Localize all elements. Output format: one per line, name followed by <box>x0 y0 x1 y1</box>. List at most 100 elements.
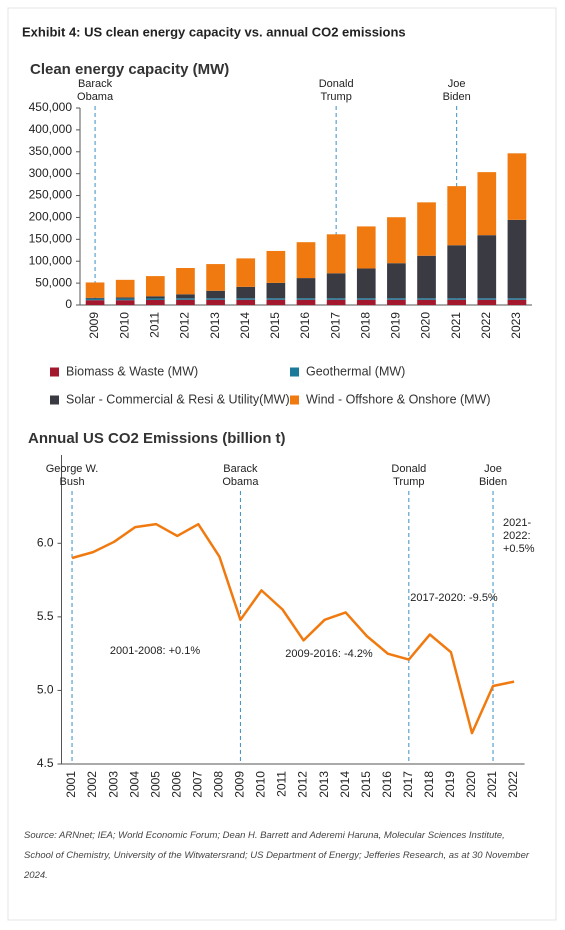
annotation-label: Donald <box>391 463 426 475</box>
annotation-label: Obama <box>77 91 114 103</box>
annotation-label: Trump <box>393 476 424 488</box>
bar-segment <box>296 278 316 299</box>
annotation-label: Joe <box>448 78 466 90</box>
legend-swatch <box>290 395 299 405</box>
y-tick-label: 6.0 <box>37 535 54 549</box>
x-tick-label: 2002 <box>85 771 99 798</box>
bar-segment <box>387 298 406 300</box>
chart-title: Clean energy capacity (MW) <box>30 61 229 78</box>
bar-segment <box>387 299 406 305</box>
bar-segment <box>447 298 467 300</box>
x-tick-label: 2014 <box>338 771 352 798</box>
bar-segment <box>85 297 105 299</box>
bar-segment <box>326 298 346 300</box>
bar-segment <box>326 273 346 299</box>
annotation-label: Joe <box>484 463 502 475</box>
legend-swatch <box>50 395 59 405</box>
x-tick-label: 2011 <box>148 312 162 338</box>
x-tick-label: 2019 <box>389 312 403 339</box>
y-tick-label: 5.5 <box>37 609 54 623</box>
annotation-label: Trump <box>320 91 351 103</box>
y-tick-label: 4.5 <box>37 756 54 770</box>
annotation-label: Biden <box>443 91 471 103</box>
x-tick-label: 2001 <box>64 771 78 798</box>
bar-segment <box>507 219 527 299</box>
x-tick-label: 2020 <box>464 771 478 798</box>
bar-segment <box>176 268 195 295</box>
bar-segment <box>356 299 376 305</box>
bar-segment <box>206 298 225 300</box>
x-tick-label: 2023 <box>509 312 523 339</box>
x-tick-label: 2014 <box>238 312 252 339</box>
y-tick-label: 150,000 <box>29 232 73 246</box>
bar-segment <box>447 299 467 305</box>
bar-segment <box>266 299 286 305</box>
bar-segment <box>115 298 135 301</box>
x-tick-label: 2004 <box>127 771 141 798</box>
x-tick-label: 2021 <box>449 312 463 339</box>
bar-segment <box>85 282 105 298</box>
bar-segment <box>236 286 256 299</box>
bar-segment <box>447 245 467 299</box>
x-tick-label: 2015 <box>268 312 282 339</box>
bar-segment <box>236 298 256 300</box>
period-note: 2009-2016: -4.2% <box>285 648 373 660</box>
legend-label: Solar - Commercial & Resi & Utility(MW) <box>66 392 290 406</box>
x-tick-label: 2016 <box>380 771 394 798</box>
period-note: 2001-2008: +0.1% <box>110 645 200 657</box>
bar-segment <box>266 282 286 299</box>
legend-swatch <box>290 367 299 377</box>
bar-segment <box>356 298 376 300</box>
bar-segment <box>326 234 346 274</box>
bar-segment <box>507 298 527 300</box>
x-tick-label: 2022 <box>479 312 493 339</box>
bar-segment <box>477 298 497 300</box>
x-tick-label: 2009 <box>87 312 101 339</box>
x-tick-label: 2018 <box>422 771 436 798</box>
x-tick-label: 2010 <box>117 312 131 339</box>
bar-segment <box>356 226 376 269</box>
bar-segment <box>417 299 436 305</box>
y-tick-label: 350,000 <box>29 144 73 158</box>
bar-segment <box>507 153 527 220</box>
bar-segment <box>296 242 316 279</box>
annotation-label: Barack <box>78 78 113 90</box>
bar-segment <box>326 299 346 305</box>
bar-segment <box>236 299 256 305</box>
bar-segment <box>145 276 165 297</box>
bar-segment <box>417 202 436 256</box>
bar-segment <box>85 298 105 301</box>
x-tick-label: 2012 <box>296 771 310 798</box>
bar-segment <box>115 300 135 305</box>
bar-segment <box>296 299 316 305</box>
bar-segment <box>477 172 497 236</box>
exhibit-title: Exhibit 4: US clean energy capacity vs. … <box>22 24 406 39</box>
legend-label: Wind - Offshore & Onshore (MW) <box>306 392 491 406</box>
period-note: 2017-2020: -9.5% <box>410 592 498 604</box>
bar-segment <box>85 300 105 305</box>
bar-segment <box>507 299 527 305</box>
x-tick-label: 2013 <box>317 771 331 798</box>
x-tick-label: 2010 <box>254 771 268 798</box>
bar-segment <box>417 298 436 300</box>
bar-segment <box>236 258 256 287</box>
x-tick-label: 2008 <box>212 771 226 798</box>
y-tick-label: 200,000 <box>29 210 73 224</box>
x-tick-label: 2011 <box>275 771 289 797</box>
legend-label: Biomass & Waste (MW) <box>66 364 198 378</box>
source-note: Source: ARNnet; IEA; World Economic Foru… <box>24 830 530 881</box>
x-tick-label: 2019 <box>443 771 457 798</box>
x-tick-label: 2020 <box>419 312 433 339</box>
bar-segment <box>145 299 165 305</box>
x-tick-label: 2003 <box>106 771 120 798</box>
y-tick-label: 0 <box>65 297 72 311</box>
bar-segment <box>176 294 195 299</box>
bar-segment <box>206 290 225 299</box>
period-note: +0.5% <box>503 543 535 555</box>
y-tick-label: 5.0 <box>37 683 54 697</box>
bar-segment <box>417 255 436 299</box>
x-tick-label: 2009 <box>233 771 247 798</box>
bar-segment <box>477 299 497 305</box>
